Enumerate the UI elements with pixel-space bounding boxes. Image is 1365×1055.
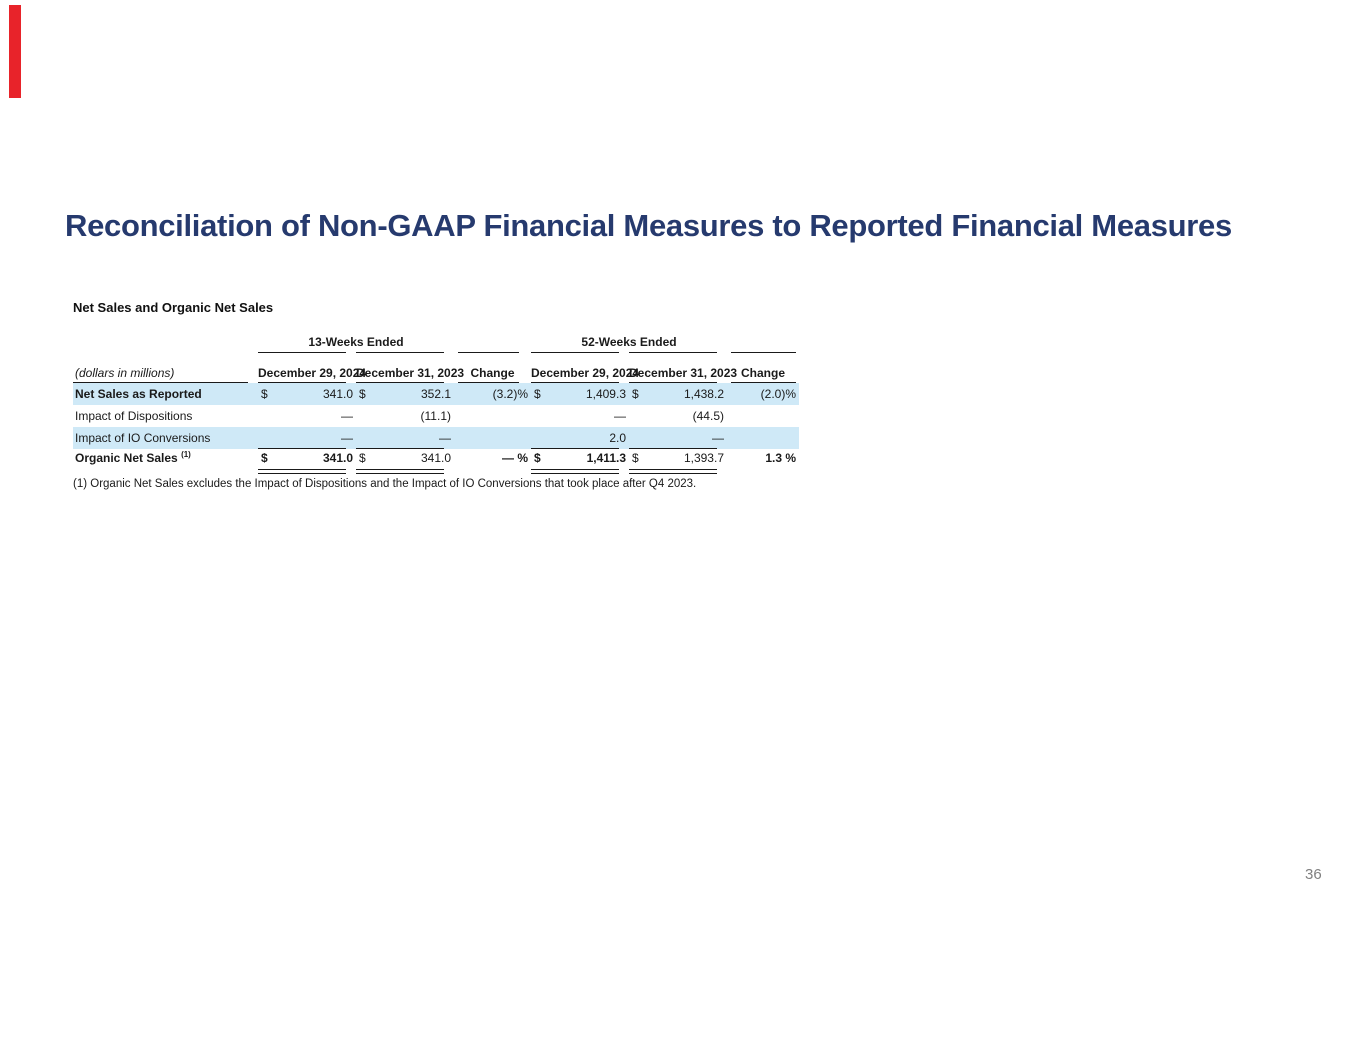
change-cell: 1.3 % — [765, 451, 796, 465]
row-label: Impact of IO Conversions — [75, 431, 211, 445]
header-rule — [629, 382, 717, 383]
value-cell: $352.1 — [359, 387, 451, 401]
table-row: Impact of IO Conversions — — 2.0 — — [73, 427, 799, 449]
row-label: Impact of Dispositions — [75, 409, 193, 423]
table-row: Organic Net Sales (1) $341.0 $341.0 — % … — [73, 449, 799, 474]
header-rule — [73, 382, 248, 383]
red-accent-bar — [9, 5, 21, 98]
header-rule — [629, 352, 717, 353]
change-cell: — % — [501, 451, 528, 465]
header-rule — [531, 352, 619, 353]
header-rule — [356, 382, 444, 383]
value-cell: $1,393.7 — [632, 451, 724, 465]
total-double-rule — [258, 469, 346, 474]
group-header-52-weeks: 52-Weeks Ended — [581, 335, 677, 349]
row-label: Net Sales as Reported — [75, 387, 202, 401]
value-cell: — — [341, 409, 353, 423]
header-rule — [258, 352, 346, 353]
header-rule — [531, 382, 619, 383]
header-rule — [458, 382, 519, 383]
total-double-rule — [531, 469, 619, 474]
change-cell: (3.2)% — [492, 387, 528, 401]
value-cell: $1,411.3 — [534, 451, 626, 465]
column-header: Change — [470, 366, 515, 380]
table-group-header-row: 13-Weeks Ended 52-Weeks Ended — [73, 335, 799, 353]
total-double-rule — [356, 469, 444, 474]
net-sales-reconciliation-table: Net Sales and Organic Net Sales 13-Weeks… — [73, 300, 799, 490]
table-row: Impact of Dispositions — (11.1) — (44.5) — [73, 405, 799, 427]
value-cell: $341.0 — [359, 451, 451, 465]
change-cell: (2.0)% — [760, 387, 796, 401]
change-cell — [727, 427, 799, 449]
page-title: Reconciliation of Non-GAAP Financial Mea… — [65, 208, 1232, 243]
column-header: December 31, 2023 — [356, 366, 465, 380]
value-cell: — — [712, 431, 724, 445]
value-cell: (44.5) — [692, 409, 724, 423]
header-rule — [258, 382, 346, 383]
value-cell: 2.0 — [609, 431, 626, 445]
footnote-marker: (1) — [181, 450, 191, 459]
header-rule — [731, 382, 796, 383]
value-cell: — — [341, 431, 353, 445]
column-header: December 29, 2024 — [258, 366, 367, 380]
subtotal-rule — [531, 448, 619, 449]
value-cell: — — [439, 431, 451, 445]
group-header-13-weeks: 13-Weeks Ended — [308, 335, 404, 349]
value-cell: — — [614, 409, 626, 423]
header-rule — [458, 352, 519, 353]
subtotal-rule — [629, 448, 717, 449]
change-cell — [454, 405, 531, 427]
value-cell: $341.0 — [261, 387, 353, 401]
table-column-header-row: (dollars in millions) December 29, 2024 … — [73, 353, 799, 383]
column-header: Change — [740, 366, 785, 380]
table-row: Net Sales as Reported $341.0 $352.1 (3.2… — [73, 383, 799, 405]
value-cell: $1,438.2 — [632, 387, 724, 401]
row-label: Organic Net Sales (1) — [75, 450, 191, 466]
column-header: December 29, 2024 — [531, 366, 640, 380]
header-rule — [356, 352, 444, 353]
table-section-title: Net Sales and Organic Net Sales — [73, 300, 274, 315]
change-cell — [727, 405, 799, 427]
subtotal-rule — [258, 448, 346, 449]
table-footnote: (1) Organic Net Sales excludes the Impac… — [73, 478, 697, 490]
subtotal-rule — [356, 448, 444, 449]
value-cell: (11.1) — [420, 409, 451, 423]
column-header: December 31, 2023 — [629, 366, 738, 380]
value-cell: $341.0 — [261, 451, 353, 465]
value-cell: $1,409.3 — [534, 387, 626, 401]
page-number: 36 — [1305, 866, 1322, 883]
change-cell — [454, 427, 531, 449]
header-rule — [731, 352, 796, 353]
unit-label: (dollars in millions) — [75, 366, 175, 380]
total-double-rule — [629, 469, 717, 474]
